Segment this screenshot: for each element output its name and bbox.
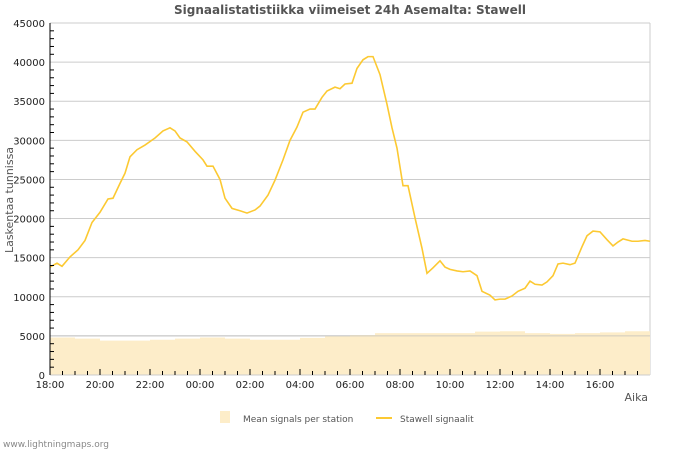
x-tick-label: 00:00 — [186, 380, 215, 391]
x-tick-label: 16:00 — [586, 380, 615, 391]
x-tick-label: 22:00 — [136, 380, 165, 391]
legend: Mean signals per station Stawell signaal… — [220, 411, 474, 425]
y-tick-label: 40000 — [13, 58, 45, 69]
x-tick-label: 02:00 — [236, 380, 265, 391]
y-tick-label: 30000 — [13, 136, 45, 147]
legend-label-mean: Mean signals per station — [243, 415, 353, 425]
x-tick-label: 20:00 — [86, 380, 115, 391]
y-tick-label: 25000 — [13, 175, 45, 186]
legend-label-stawell: Stawell signaalit — [400, 415, 474, 425]
y-tick-label: 20000 — [13, 215, 45, 226]
watermark: www.lightningmaps.org — [3, 440, 109, 450]
mean-signals-area — [50, 331, 650, 375]
y-tick-label: 0 — [39, 371, 45, 382]
stawell-series-line — [49, 55, 651, 301]
y-axis-label: Laskentaa tunnissa — [3, 147, 16, 253]
x-tick-label: 12:00 — [486, 380, 515, 391]
x-tick-label: 08:00 — [386, 380, 415, 391]
y-tick-label: 10000 — [13, 293, 45, 304]
y-tick-label: 35000 — [13, 97, 45, 108]
x-tick-label: 18:00 — [36, 380, 65, 391]
x-tick-label: 06:00 — [336, 380, 365, 391]
legend-swatch-mean — [220, 411, 230, 423]
x-tick-label: 14:00 — [536, 380, 565, 391]
x-tick-label: 04:00 — [286, 380, 315, 391]
y-tick-label: 45000 — [13, 19, 45, 30]
y-tick-label: 15000 — [13, 254, 45, 265]
x-tick-label: 10:00 — [436, 380, 465, 391]
y-tick-label: 5000 — [20, 332, 45, 343]
x-axis-label: Aika — [625, 391, 649, 404]
chart-title: Signaalistatistiikka viimeiset 24h Asema… — [174, 3, 526, 17]
